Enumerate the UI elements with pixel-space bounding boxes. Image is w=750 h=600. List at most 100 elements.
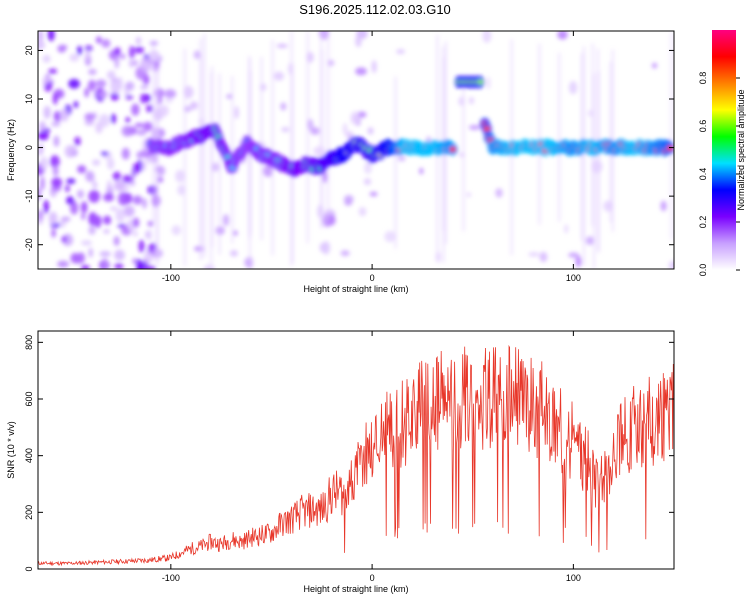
noise-blob	[88, 68, 97, 76]
snr-panel: -100 0 100 0 200 400 600 800 Height of straight…	[6, 330, 675, 594]
noise-blob	[125, 117, 131, 123]
noise-blob	[85, 170, 95, 182]
noise-blob	[88, 247, 93, 258]
noise-blob	[103, 193, 115, 202]
noise-blob	[367, 127, 374, 135]
noise-blob	[668, 260, 674, 269]
noise-blob	[136, 129, 147, 136]
streak	[218, 73, 221, 255]
noise-blob	[147, 229, 152, 241]
noise-blob	[132, 217, 140, 228]
noise-blob	[110, 113, 117, 124]
noise-blob	[69, 53, 80, 62]
tone-core	[477, 79, 484, 85]
noise-blob	[73, 101, 79, 109]
noise-blob	[114, 55, 120, 69]
noise-blob	[142, 197, 147, 209]
noise-blob	[132, 231, 138, 237]
noise-blob	[364, 162, 372, 174]
noise-blob	[43, 199, 49, 214]
noise-blob	[65, 185, 70, 193]
noise-blob	[47, 31, 55, 42]
noise-blob	[106, 157, 115, 170]
noise-blob	[343, 194, 354, 204]
snr-ticks: -100 0 100 0 200 400 600 800	[24, 331, 674, 583]
noise-blob	[131, 103, 140, 116]
streak	[597, 71, 600, 253]
noise-blob	[68, 78, 80, 89]
noise-blob	[482, 31, 492, 43]
noise-blob	[358, 206, 367, 217]
noise-blob	[101, 39, 111, 48]
noise-blob	[126, 219, 133, 228]
ytick-label: 800	[24, 335, 34, 350]
noise-blob	[157, 104, 169, 117]
noise-blob	[95, 79, 107, 88]
noise-blob	[140, 93, 148, 104]
noise-blob	[87, 79, 96, 92]
noise-blob	[76, 189, 85, 199]
snr-line	[38, 344, 674, 567]
chart-title: S196.2025.112.02.03.G10	[299, 2, 451, 17]
noise-blob	[342, 122, 348, 136]
streak	[290, 31, 293, 267]
noise-blob	[43, 105, 51, 119]
xtick-label: 0	[370, 273, 375, 283]
noise-blob	[189, 101, 199, 110]
streak	[582, 46, 585, 266]
noise-blob	[49, 155, 60, 168]
noise-blob	[96, 88, 104, 93]
noise-blob	[92, 181, 98, 189]
noise-blob	[84, 87, 89, 98]
noise-blob	[369, 191, 378, 197]
noise-blob	[102, 257, 108, 269]
streak	[538, 43, 541, 225]
noise-blob	[42, 54, 51, 63]
noise-blob	[469, 97, 474, 105]
noise-blob	[80, 240, 92, 246]
noise-blob	[194, 246, 205, 252]
noise-blob	[156, 165, 166, 176]
snr-background	[38, 331, 674, 569]
xtick-label: -100	[162, 273, 180, 283]
streak	[591, 43, 594, 226]
noise-blob	[38, 130, 49, 141]
noise-blob	[103, 229, 110, 234]
noise-blob	[125, 94, 134, 100]
streak	[183, 48, 186, 266]
noise-blob	[143, 251, 154, 264]
noise-blob	[52, 93, 58, 105]
noise-blob	[48, 211, 58, 225]
noise-blob	[177, 184, 186, 196]
noise-blob	[64, 145, 76, 158]
noise-blob	[147, 220, 154, 227]
noise-blob	[53, 111, 62, 122]
noise-blob	[103, 215, 112, 225]
noise-blob	[121, 125, 133, 137]
colorbar-label: Normalized spectral amplitude	[736, 89, 746, 210]
noise-blob	[57, 260, 69, 268]
noise-blob	[135, 258, 143, 269]
noise-blob	[183, 85, 194, 99]
streak	[203, 33, 206, 258]
noise-blob	[129, 180, 136, 186]
noise-blob	[350, 111, 360, 125]
ytick-label: 0	[24, 145, 34, 150]
colorbar-tick-label: 0.0	[698, 264, 708, 277]
spectrogram-frame	[37, 30, 675, 270]
noise-blob	[273, 71, 285, 81]
noise-blob	[115, 208, 125, 223]
noise-blob	[38, 209, 44, 221]
noise-blob	[136, 159, 143, 173]
noise-blob	[85, 48, 90, 62]
noise-blob	[60, 216, 71, 222]
noise-blob	[61, 236, 68, 243]
noise-blob	[59, 108, 69, 122]
noise-blob	[575, 255, 582, 268]
noise-blob	[80, 201, 88, 214]
streak	[593, 73, 596, 269]
noise-blob	[84, 113, 95, 122]
noise-blob	[136, 151, 144, 159]
